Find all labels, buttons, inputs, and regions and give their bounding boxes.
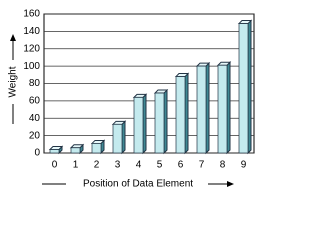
- chart: Weight Position of Data Element 02040608…: [8, 9, 255, 190]
- bar: [154, 92, 165, 154]
- bar: [49, 149, 60, 154]
- y-arrow-head: [10, 34, 16, 41]
- x-tick-label: 3: [115, 160, 121, 171]
- y-axis-title-group: Weight: [8, 34, 19, 124]
- x-tick-label: 0: [52, 160, 58, 171]
- bar-side: [226, 61, 231, 155]
- x-arrow-head: [227, 181, 234, 187]
- bar-side: [121, 120, 126, 155]
- x-axis-title: Position of Data Element: [83, 179, 193, 190]
- bar: [217, 64, 228, 154]
- bar: [196, 65, 207, 154]
- y-tick-label: 20: [29, 130, 41, 141]
- bar: [175, 76, 186, 154]
- bar: [91, 143, 102, 154]
- y-tick-label: 80: [29, 78, 41, 89]
- x-tick-label: 9: [241, 160, 247, 171]
- x-tick-label: 6: [178, 160, 184, 171]
- bar-side: [184, 72, 189, 155]
- x-tick-label: 2: [94, 160, 100, 171]
- y-tick-label: 100: [23, 61, 40, 72]
- bar: [238, 23, 249, 154]
- x-tick-label: 1: [73, 160, 79, 171]
- bar-side: [142, 93, 147, 155]
- x-tick-label: 7: [199, 160, 205, 171]
- bar: [70, 147, 81, 154]
- bar: [133, 97, 144, 154]
- y-axis-title: Weight: [8, 66, 19, 97]
- x-tick-label: 8: [220, 160, 226, 171]
- y-tick-label: 140: [23, 26, 40, 37]
- y-tick-label: 60: [29, 96, 41, 107]
- bar-side: [247, 19, 252, 155]
- y-tick-label: 120: [23, 43, 40, 54]
- y-tick-label: 40: [29, 113, 41, 124]
- y-tick-label: 160: [23, 9, 40, 20]
- x-tick-label: 5: [157, 160, 163, 171]
- x-tick-label: 4: [136, 160, 142, 171]
- bar-side: [163, 88, 168, 155]
- bar-side: [205, 61, 210, 155]
- y-tick-label: 0: [34, 148, 40, 159]
- bar: [112, 123, 123, 154]
